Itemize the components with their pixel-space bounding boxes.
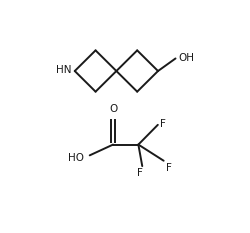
Text: O: O [108,104,117,114]
Text: HO: HO [68,153,84,163]
Text: OH: OH [178,53,194,63]
Text: F: F [137,168,143,178]
Text: F: F [165,163,171,172]
Text: F: F [159,119,165,129]
Text: HN: HN [56,65,72,75]
